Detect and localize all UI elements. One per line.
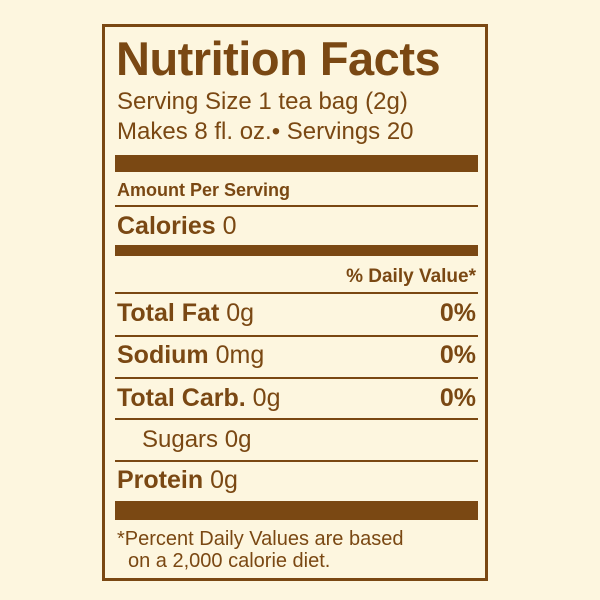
thick-rule [115, 501, 478, 520]
serving-size: Serving Size 1 tea bag (2g) [117, 88, 408, 115]
servings: Makes 8 fl. oz.• Servings 20 [117, 118, 414, 145]
daily-value-header: % Daily Value* [346, 266, 476, 287]
label-border [102, 24, 488, 581]
nutrient-row: Sugars 0g [142, 428, 251, 452]
nutrient-name: Sugars [142, 426, 219, 453]
nutrient-row: Protein 0g [117, 468, 238, 493]
nutrient-row: Total Fat 0g [117, 301, 254, 326]
nutrient-amount: 0g [226, 299, 255, 327]
nutrient-row: Total Carb. 0g [117, 386, 280, 411]
nutrient-amount: 0g [252, 384, 281, 412]
nutrient-name: Protein [117, 466, 204, 494]
nutrient-name: Sodium [117, 341, 209, 369]
rule [115, 205, 478, 207]
nutrient-amount: 0g [224, 426, 252, 453]
daily-value: 0% [439, 341, 476, 369]
calories-value: 0 [222, 212, 237, 240]
nutrient-name: Total Carb. [117, 384, 246, 412]
rule [115, 418, 478, 420]
footnote: *Percent Daily Values are based [117, 528, 404, 550]
footnote: on a 2,000 calorie diet. [128, 550, 331, 572]
daily-value: 0% [439, 384, 476, 412]
calories: Calories 0 [117, 214, 237, 239]
rule [115, 335, 478, 337]
rule [115, 460, 478, 462]
nutrient-name: Total Fat [117, 299, 220, 327]
nutrient-amount: 0mg [215, 341, 265, 369]
rule [115, 377, 478, 379]
nutrient-amount: 0g [210, 466, 238, 494]
amount-per-serving: Amount Per Serving [117, 180, 291, 200]
daily-value: 0% [439, 299, 476, 327]
thick-rule [115, 245, 478, 256]
calories-label: Calories [117, 212, 216, 240]
thick-rule [115, 155, 478, 172]
nutrient-row: Sodium 0mg [117, 343, 264, 368]
title: Nutrition Facts [116, 32, 441, 85]
rule [115, 292, 478, 294]
